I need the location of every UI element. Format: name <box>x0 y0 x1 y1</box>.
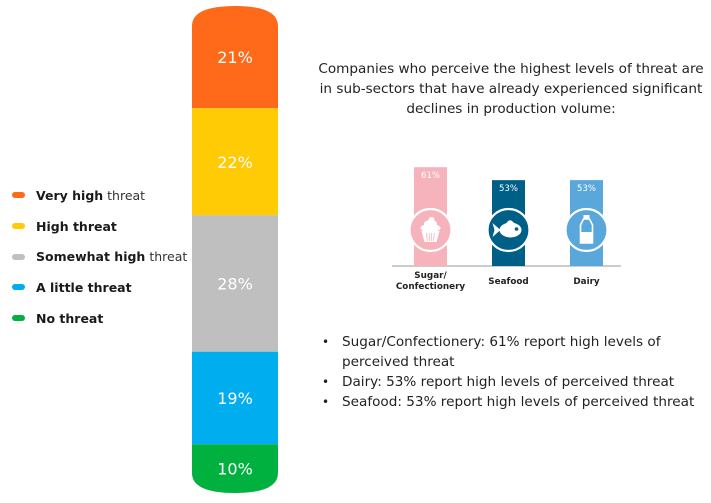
legend-swatch <box>12 223 25 230</box>
legend-label-light: threat <box>145 249 188 265</box>
subsector-bar-chart: 61% Sugar/Confectionery 53% Seafood 53% Dairy <box>392 167 621 292</box>
bullet-dot: • <box>322 375 330 389</box>
legend-label-light: threat <box>103 187 146 203</box>
bullet-text: Seafood: 53% report high levels of perce… <box>342 394 695 410</box>
cupcake-liner <box>421 231 440 242</box>
stack-label-very-high: 21% <box>217 48 253 67</box>
stack-segment-high <box>192 108 278 216</box>
bullet-list: • Sugar/Confectionery: 61% report high l… <box>322 332 711 412</box>
bar-value-label: 53% <box>577 184 596 194</box>
category-label: Sugar/ <box>414 271 447 281</box>
fish-fin <box>506 220 515 224</box>
stack-label-no-threat: 10% <box>217 460 253 479</box>
stack-label-somewhat-high: 28% <box>217 275 253 294</box>
fish-body <box>499 222 522 238</box>
stack-segment-no-threat <box>192 444 278 493</box>
bullet-item: • Dairy: 53% report high levels of perce… <box>322 372 711 392</box>
legend: Very high threat High threat Somewhat hi… <box>12 180 187 333</box>
legend-label-bold: No threat <box>36 310 104 326</box>
legend-label: Somewhat high threat <box>36 249 187 264</box>
stack-segment-somewhat-high <box>192 215 278 352</box>
category-label: Confectionery <box>396 282 466 292</box>
legend-swatch <box>12 253 25 260</box>
legend-label: High threat <box>36 219 117 234</box>
intro-text: Companies who perceive the highest level… <box>305 59 711 119</box>
fish-tail <box>492 223 501 237</box>
icon-ring <box>564 207 609 253</box>
legend-item-high: High threat <box>12 211 187 242</box>
legend-swatch <box>12 192 25 199</box>
intro-line: Companies who perceive the highest level… <box>318 61 704 77</box>
fish-icon <box>486 207 531 253</box>
stack-segment-very-high <box>192 6 278 109</box>
cupcake-liner-stripe <box>426 232 428 242</box>
legend-label-bold: High threat <box>36 218 117 234</box>
cupcake-frosting <box>424 220 437 228</box>
intro-line: in sub-sectors that have already experie… <box>319 81 703 97</box>
legend-label-bold: Very high <box>36 187 104 203</box>
milk-bottle-icon <box>564 207 609 253</box>
bottle-milk <box>580 232 593 243</box>
legend-item-no-threat: No threat <box>12 303 187 334</box>
stacked-threat-bar: 21% 22% 28% 19% 10% <box>192 6 278 493</box>
category-label: Seafood <box>488 277 528 287</box>
cupcake-liner-stripe <box>433 232 435 242</box>
bullet-text: Sugar/Confectionery: 61% report high lev… <box>342 332 661 372</box>
cupcake-icon <box>408 207 453 253</box>
bar-value-label: 61% <box>421 171 440 181</box>
bullet-dot: • <box>322 395 330 409</box>
fish-eye <box>514 227 519 231</box>
legend-label: Very high threat <box>36 188 145 203</box>
stack-label-high: 22% <box>217 153 253 172</box>
legend-label-bold: A little threat <box>36 279 132 295</box>
intro-line: declines in production volume: <box>406 101 616 117</box>
legend-item-somewhat-high: Somewhat high threat <box>12 241 187 272</box>
bullet-item: • Seafood: 53% report high levels of per… <box>322 392 711 412</box>
legend-item-a-little: A little threat <box>12 272 187 303</box>
stack-label-a-little: 19% <box>217 389 253 408</box>
stack-segment-a-little <box>192 351 278 445</box>
bullet-line: Sugar/Confectionery: 61% report high lev… <box>342 334 661 350</box>
bottle-cap <box>583 215 590 219</box>
cupcake-top <box>428 217 435 223</box>
legend-label: No threat <box>36 311 103 326</box>
bullet-dot: • <box>322 335 330 349</box>
legend-swatch <box>12 284 25 291</box>
bar-value-label: 53% <box>499 184 518 194</box>
bullet-line: perceived threat <box>342 354 455 370</box>
bullet-item: • Sugar/Confectionery: 61% report high l… <box>322 332 711 372</box>
legend-swatch <box>12 315 25 322</box>
category-label: Dairy <box>573 277 600 287</box>
legend-item-very-high: Very high threat <box>12 180 187 211</box>
legend-label: A little threat <box>36 280 132 295</box>
legend-label-bold: Somewhat high <box>36 249 146 265</box>
bullet-text: Dairy: 53% report high levels of perceiv… <box>342 374 675 390</box>
